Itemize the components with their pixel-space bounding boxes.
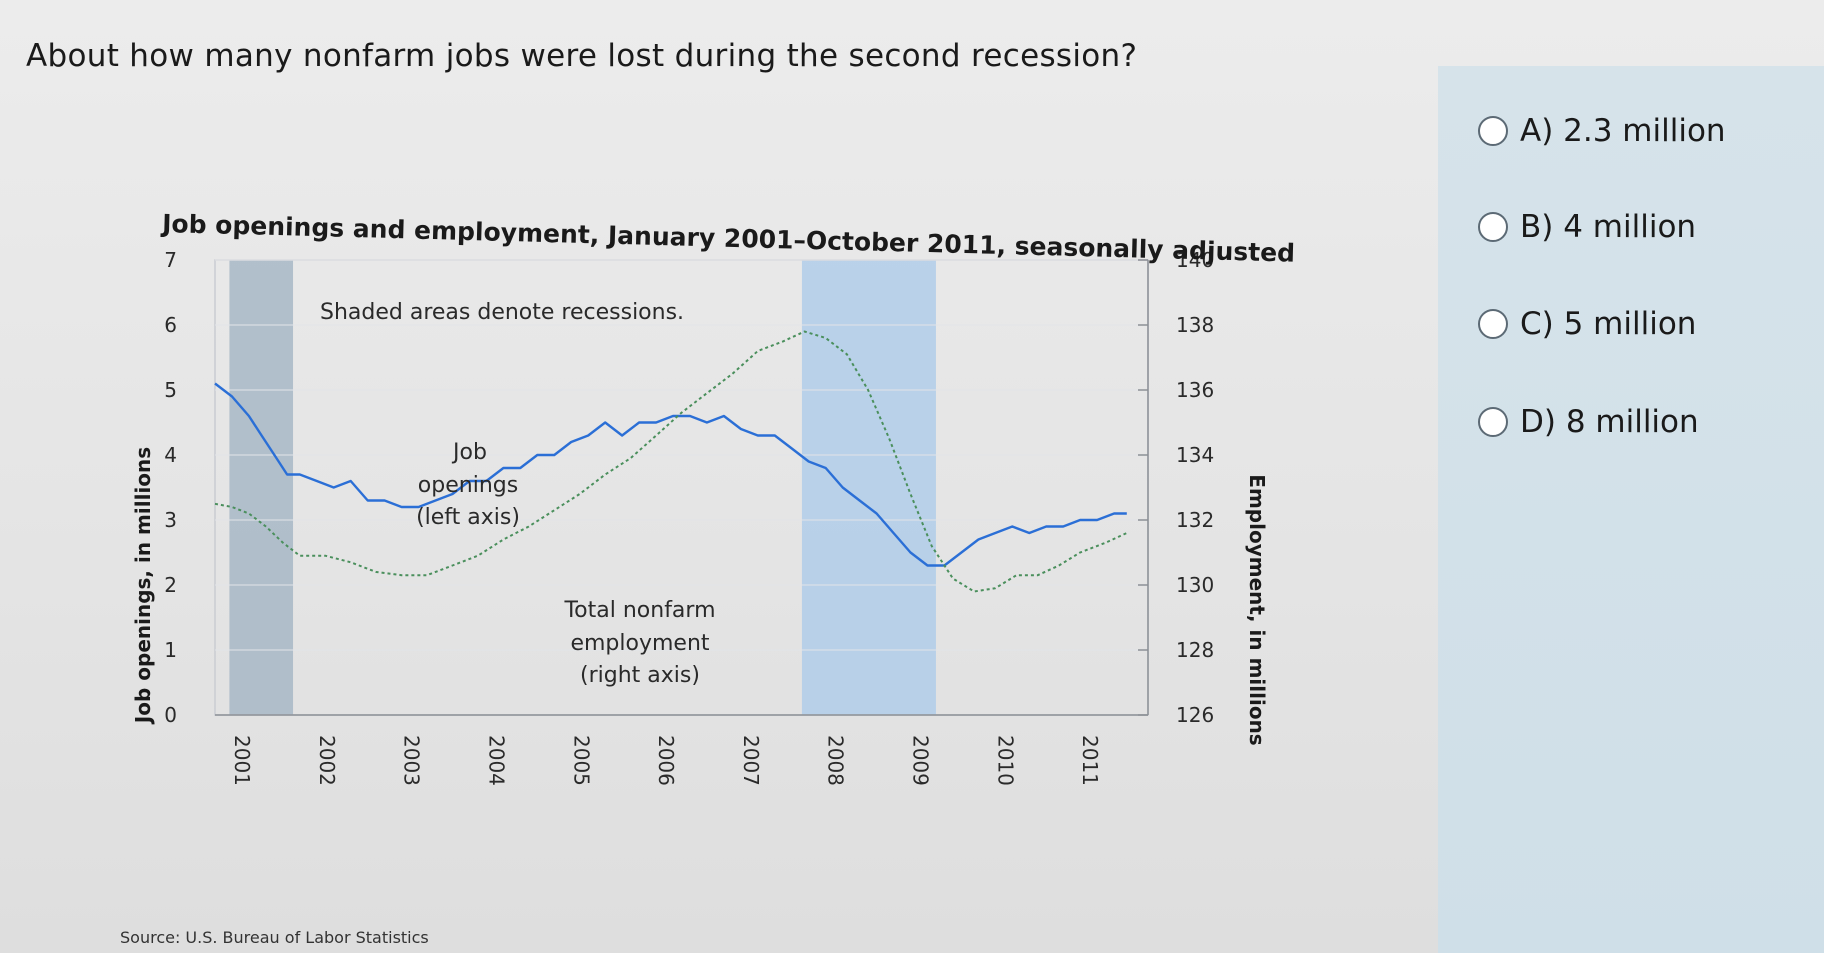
option-c-label: C) 5 million [1520,306,1697,342]
x-tick-label: 2007 [739,735,763,786]
radio-icon[interactable] [1478,116,1508,146]
option-c[interactable]: C) 5 million [1478,306,1696,342]
radio-icon[interactable] [1478,309,1508,339]
x-tick-label: 2001 [230,735,254,786]
y-tick-label: 0 [164,703,177,727]
x-tick-label: 2010 [993,735,1017,786]
employment-line [214,330,1128,593]
job-openings-label-line: (left axis) [416,505,520,530]
y-tick-label: 3 [164,508,177,532]
y2-axis-label: Employment, in millions [1245,474,1269,745]
chart: 0 1 2 3 4 5 6 7 126 128 130 132 134 136 138 140 2001 2002… [0,210,1300,953]
option-d-label: D) 8 million [1520,404,1699,440]
x-tick-label: 2003 [400,735,424,786]
recession-shading [229,260,936,715]
y2-tick-label: 136 [1176,378,1214,402]
radio-icon[interactable] [1478,407,1508,437]
answer-panel [1438,66,1824,953]
radio-icon[interactable] [1478,212,1508,242]
y-tick-label: 2 [164,573,177,597]
y-tick-label: 7 [164,248,177,272]
chart-title: Job openings and employment, January 200… [160,210,1296,268]
recession-band [229,260,294,715]
employment-label: Total nonfarm employment (right axis) [563,598,715,688]
employment-label-line: Total nonfarm [563,598,715,623]
y2-tick-label: 126 [1176,703,1214,727]
employment-label-line: employment [570,631,709,656]
chart-svg: 0 1 2 3 4 5 6 7 126 128 130 132 134 136 138 140 2001 2002… [120,210,1296,947]
x-tick-label: 2005 [569,735,593,786]
gridlines [215,259,1148,651]
job-openings-label-line: Job [451,440,487,465]
option-b-label: B) 4 million [1520,209,1697,245]
x-tick-label: 2006 [654,735,678,786]
y2-tick-label: 128 [1176,638,1214,662]
job-openings-label: Job openings (left axis) [416,440,520,530]
recession-band [801,260,936,715]
option-d[interactable]: D) 8 million [1478,404,1699,440]
option-a[interactable]: A) 2.3 million [1478,113,1726,149]
x-tick-label: 2004 [484,735,508,786]
y-tick-label: 6 [164,313,177,337]
question-text: About how many nonfarm jobs were lost du… [26,38,1138,74]
x-tick-label: 2011 [1078,735,1102,786]
series-lines [214,330,1128,593]
option-a-label: A) 2.3 million [1520,113,1726,149]
y2-tick-label: 138 [1176,313,1214,337]
y2-tick-label: 130 [1176,573,1214,597]
employment-label-line: (right axis) [580,663,700,688]
x-tick-label: 2008 [824,735,848,786]
x-tick-label: 2009 [909,735,933,786]
y2-tick-label: 140 [1176,248,1214,272]
y-tick-label: 1 [164,638,177,662]
axes: 0 1 2 3 4 5 6 7 126 128 130 132 134 136 138 140 2001 2002… [164,248,1214,786]
recession-note: Shaded areas denote recessions. [320,300,684,325]
y2-tick-label: 132 [1176,508,1214,532]
x-tick-label: 2002 [315,735,339,786]
source-note: Source: U.S. Bureau of Labor Statistics [120,928,429,947]
job-openings-line [214,382,1127,567]
y2-tick-label: 134 [1176,443,1214,467]
y-tick-label: 5 [164,378,177,402]
job-openings-label-line: openings [418,473,518,498]
y-tick-label: 4 [164,443,177,467]
option-b[interactable]: B) 4 million [1478,209,1696,245]
y-axis-label: Job openings, in millions [131,447,155,725]
